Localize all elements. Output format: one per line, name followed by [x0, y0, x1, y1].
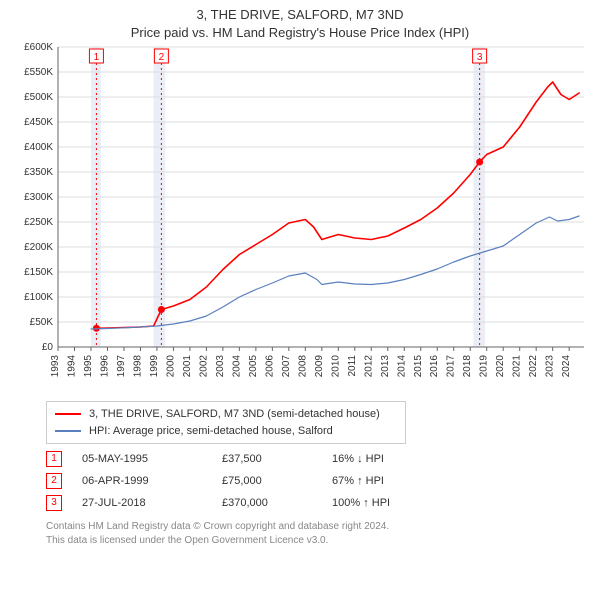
footer-line-2: This data is licensed under the Open Gov… — [46, 534, 590, 548]
legend-item-hpi: HPI: Average price, semi-detached house,… — [55, 423, 397, 440]
svg-text:2016: 2016 — [429, 355, 440, 378]
svg-text:2002: 2002 — [198, 355, 209, 378]
event-date-3: 27-JUL-2018 — [82, 497, 222, 509]
event-badge-1: 1 — [46, 451, 62, 467]
svg-text:3: 3 — [477, 52, 483, 63]
svg-text:1999: 1999 — [149, 355, 160, 378]
svg-text:1: 1 — [94, 52, 100, 63]
svg-text:£200K: £200K — [24, 242, 53, 253]
svg-text:2023: 2023 — [545, 355, 556, 378]
legend-label-property: 3, THE DRIVE, SALFORD, M7 3ND (semi-deta… — [89, 406, 380, 423]
svg-text:2019: 2019 — [479, 355, 490, 378]
svg-text:2017: 2017 — [446, 355, 457, 378]
event-price-1: £37,500 — [222, 453, 332, 465]
event-row-1: 1 05-MAY-1995 £37,500 16% ↓ HPI — [46, 448, 590, 470]
event-date-1: 05-MAY-1995 — [82, 453, 222, 465]
svg-text:2015: 2015 — [413, 355, 424, 378]
chart-title: 3, THE DRIVE, SALFORD, M7 3ND Price paid… — [10, 6, 590, 41]
event-delta-2: 67% ↑ HPI — [332, 475, 452, 487]
svg-text:2: 2 — [159, 52, 165, 63]
svg-text:£550K: £550K — [24, 67, 53, 78]
event-badge-2: 2 — [46, 473, 62, 489]
svg-text:2021: 2021 — [512, 355, 523, 378]
event-date-2: 06-APR-1999 — [82, 475, 222, 487]
svg-text:£50K: £50K — [30, 317, 54, 328]
svg-text:2018: 2018 — [462, 355, 473, 378]
svg-text:2013: 2013 — [380, 355, 391, 378]
event-row-3: 3 27-JUL-2018 £370,000 100% ↑ HPI — [46, 492, 590, 514]
title-line-1: 3, THE DRIVE, SALFORD, M7 3ND — [10, 6, 590, 24]
svg-text:2008: 2008 — [297, 355, 308, 378]
svg-text:2014: 2014 — [396, 355, 407, 378]
svg-text:£150K: £150K — [24, 267, 53, 278]
legend-item-property: 3, THE DRIVE, SALFORD, M7 3ND (semi-deta… — [55, 406, 397, 423]
svg-text:£100K: £100K — [24, 292, 53, 303]
svg-text:2020: 2020 — [495, 355, 506, 378]
svg-text:2012: 2012 — [363, 355, 374, 378]
svg-text:2000: 2000 — [165, 355, 176, 378]
svg-text:2024: 2024 — [561, 355, 572, 378]
svg-text:£250K: £250K — [24, 217, 53, 228]
event-badge-3: 3 — [46, 495, 62, 511]
svg-text:1998: 1998 — [132, 355, 143, 378]
event-price-3: £370,000 — [222, 497, 332, 509]
event-row-2: 2 06-APR-1999 £75,000 67% ↑ HPI — [46, 470, 590, 492]
svg-text:£300K: £300K — [24, 192, 53, 203]
svg-text:1996: 1996 — [99, 355, 110, 378]
svg-text:£600K: £600K — [24, 43, 53, 53]
svg-text:1997: 1997 — [116, 355, 127, 378]
svg-text:1995: 1995 — [83, 355, 94, 378]
svg-text:2022: 2022 — [528, 355, 539, 378]
svg-text:2003: 2003 — [215, 355, 226, 378]
svg-text:2007: 2007 — [281, 355, 292, 378]
svg-text:2009: 2009 — [314, 355, 325, 378]
title-line-2: Price paid vs. HM Land Registry's House … — [10, 24, 590, 42]
legend-swatch-hpi — [55, 430, 81, 432]
svg-text:£500K: £500K — [24, 92, 53, 103]
svg-text:£0: £0 — [42, 342, 54, 353]
svg-text:1993: 1993 — [50, 355, 61, 378]
chart-svg: £0 £50K £100K £150K £200K £250K £300K £350K £400… — [10, 43, 590, 395]
svg-text:1994: 1994 — [66, 355, 77, 378]
chart: £0 £50K £100K £150K £200K £250K £300K £350K £400… — [10, 43, 590, 395]
legend-label-hpi: HPI: Average price, semi-detached house,… — [89, 423, 333, 440]
footer: Contains HM Land Registry data © Crown c… — [46, 520, 590, 547]
svg-text:2005: 2005 — [248, 355, 259, 378]
event-price-2: £75,000 — [222, 475, 332, 487]
svg-text:2004: 2004 — [231, 355, 242, 378]
footer-line-1: Contains HM Land Registry data © Crown c… — [46, 520, 590, 534]
svg-text:£350K: £350K — [24, 167, 53, 178]
svg-text:£400K: £400K — [24, 142, 53, 153]
legend: 3, THE DRIVE, SALFORD, M7 3ND (semi-deta… — [46, 401, 406, 444]
event-table: 1 05-MAY-1995 £37,500 16% ↓ HPI 2 06-APR… — [46, 448, 590, 514]
svg-text:2006: 2006 — [264, 355, 275, 378]
legend-swatch-property — [55, 413, 81, 415]
svg-text:2010: 2010 — [330, 355, 341, 378]
event-delta-1: 16% ↓ HPI — [332, 453, 452, 465]
event-delta-3: 100% ↑ HPI — [332, 497, 452, 509]
svg-text:£450K: £450K — [24, 117, 53, 128]
svg-text:2001: 2001 — [182, 355, 193, 378]
svg-text:2011: 2011 — [347, 355, 358, 377]
